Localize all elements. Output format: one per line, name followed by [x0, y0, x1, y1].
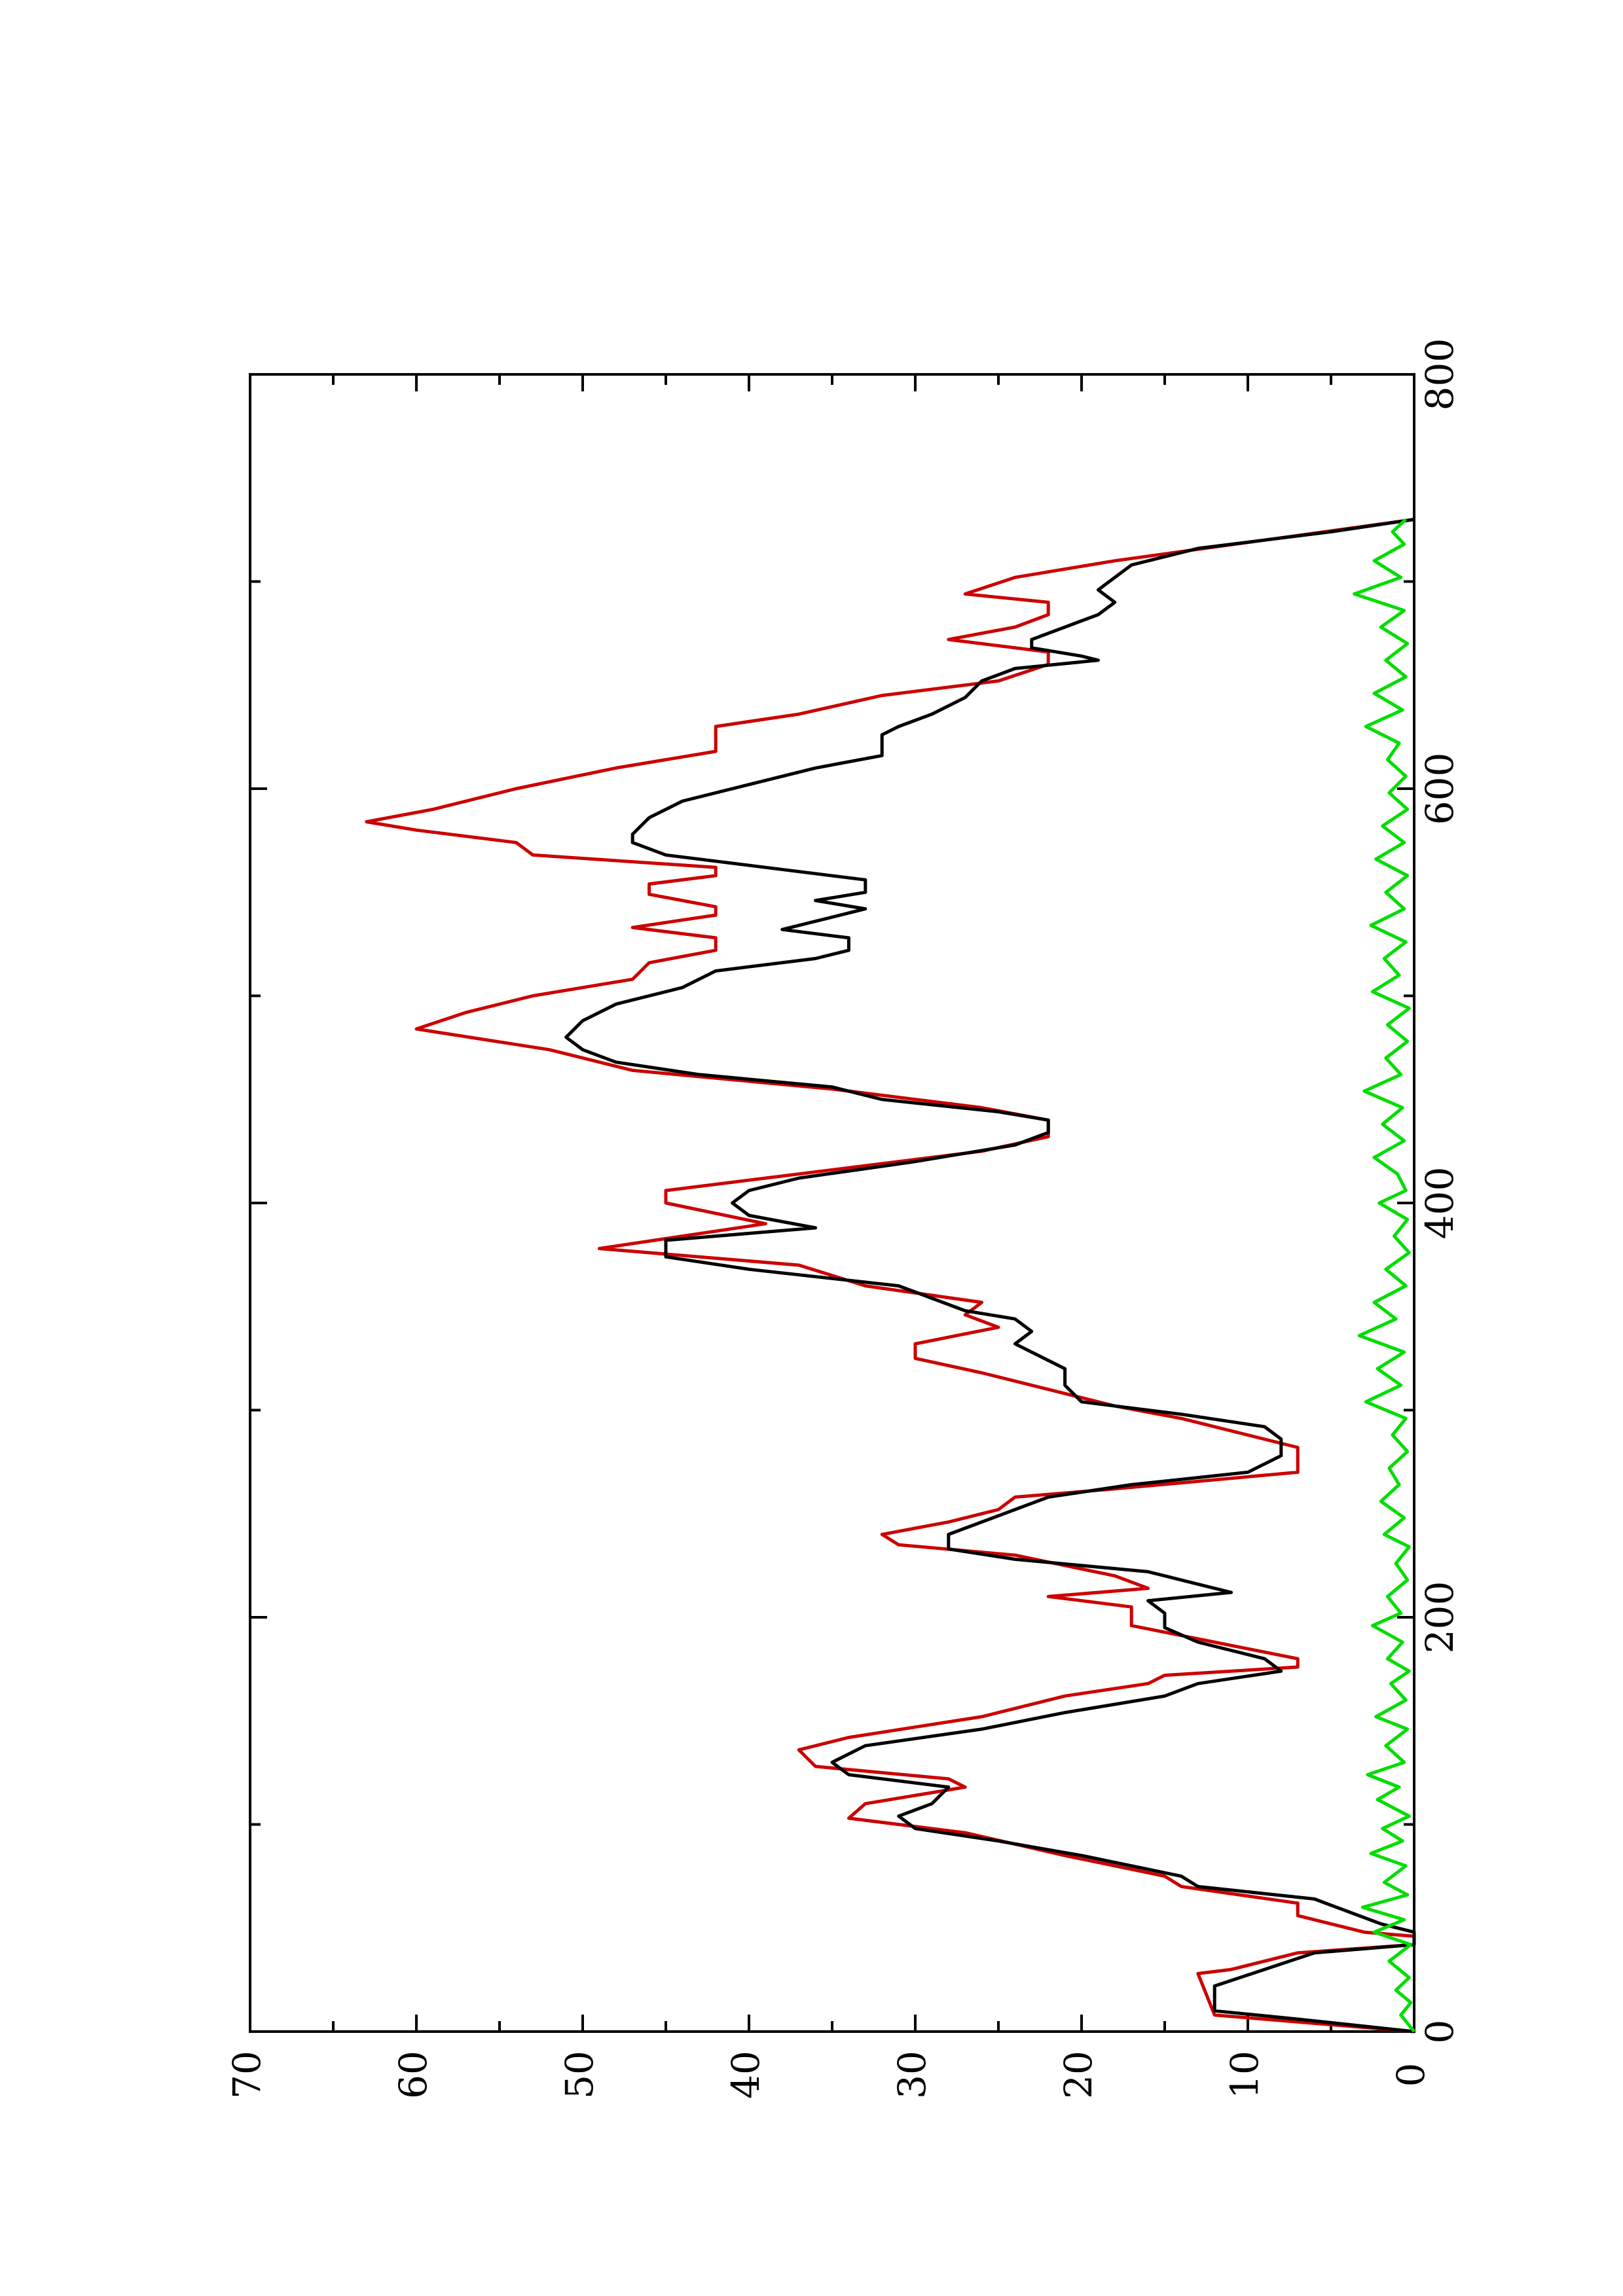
y-tick-label: 40 — [723, 2051, 768, 2099]
y-tick-label: 30 — [890, 2051, 934, 2099]
axis-ticks — [249, 373, 1415, 2033]
plot-frame — [249, 373, 1415, 2033]
y-tick-label: 70 — [225, 2051, 269, 2099]
y-tick-label: 20 — [1056, 2051, 1101, 2099]
y-tick-label: 50 — [557, 2051, 602, 2099]
series-lines — [365, 518, 1416, 2034]
y-tick-label: 0 — [1389, 2063, 1433, 2087]
y-tick-label: 10 — [1222, 2051, 1267, 2099]
series-line-3 — [1353, 518, 1415, 2033]
x-tick-label: 0 — [1417, 2020, 1462, 2044]
series-line-1 — [365, 518, 1416, 2034]
x-tick-label: 200 — [1417, 1581, 1462, 1654]
x-tick-label: 600 — [1417, 753, 1462, 825]
series-line-2 — [564, 518, 1416, 2034]
y-tick-label: 60 — [391, 2051, 435, 2099]
x-tick-label: 400 — [1417, 1167, 1462, 1240]
x-tick-label: 800 — [1417, 338, 1462, 411]
tick-labels: 0 200 400 600 800 0 10 20 30 40 50 60 70 — [225, 338, 1462, 2099]
